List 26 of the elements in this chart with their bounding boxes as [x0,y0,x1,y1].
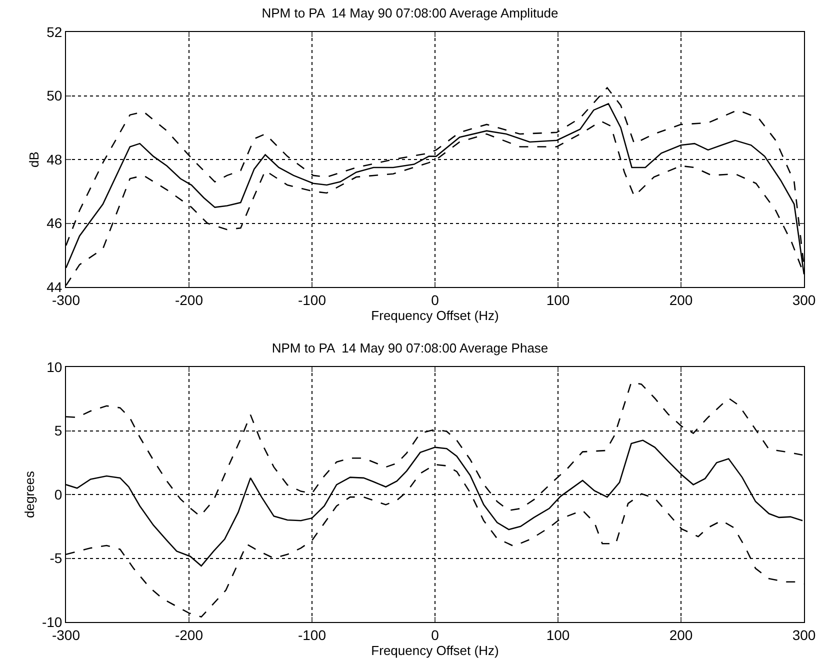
x-tick-label: 100 [546,626,570,643]
x-tick-label: 0 [431,292,440,308]
x-axis-title: Frequency Offset (Hz) [371,642,499,658]
x-tick-label: -200 [174,292,204,308]
x-tick-label: 300 [792,626,816,643]
y-tick-label: 0 [54,486,62,502]
x-tick-label: -200 [174,626,204,643]
x-tick-label: 200 [669,292,693,308]
x-tick-label: 300 [792,292,816,308]
x-axis-title: Frequency Offset (Hz) [371,308,499,323]
x-tick-label: 100 [546,292,570,308]
y-axis-title: dB [26,152,42,168]
x-tick-label: -100 [298,292,326,308]
y-tick-label: 46 [46,215,62,232]
x-tick-label: 200 [669,626,693,643]
y-tick-label: 5 [54,422,62,439]
y-tick-label: 50 [46,88,62,104]
x-tick-label: 0 [431,626,440,643]
y-tick-label: 10 [46,358,62,375]
chart-title: NPM to PA 14 May 90 07:08:00 Average Amplitude [262,5,558,20]
x-tick-label: -100 [298,626,326,643]
y-tick-label: -5 [50,550,62,566]
y-tick-label: 52 [46,24,62,40]
y-tick-label: 48 [46,151,62,168]
chart-title: NPM to PA 14 May 90 07:08:00 Average Phase [272,340,548,356]
y-axis-title: degrees [22,470,37,518]
